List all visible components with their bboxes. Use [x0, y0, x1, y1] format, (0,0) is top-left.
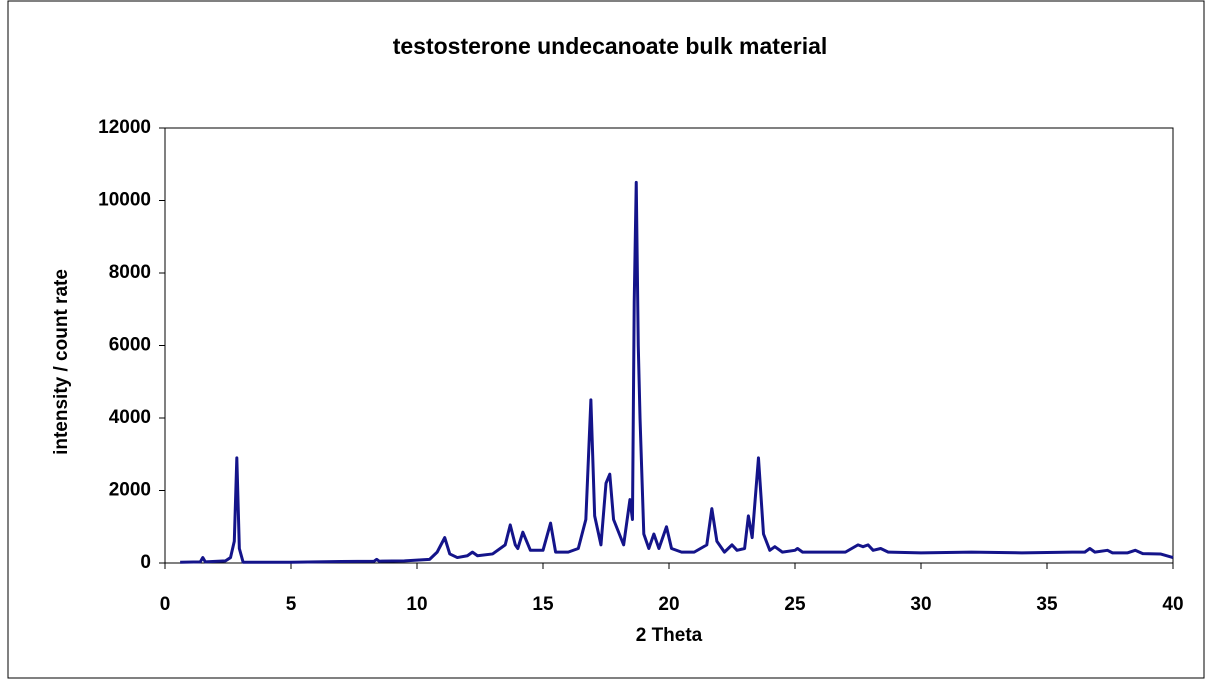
chart-title: testosterone undecanoate bulk material: [393, 33, 828, 59]
x-tick-label: 30: [910, 594, 931, 615]
y-tick-label: 8000: [109, 262, 151, 283]
x-tick-label: 20: [658, 594, 679, 615]
x-tick-label: 25: [784, 594, 806, 615]
y-tick-label: 0: [140, 552, 151, 573]
y-axis-label: intensity / count rate: [51, 269, 72, 455]
x-tick-label: 40: [1162, 594, 1183, 615]
x-tick-label: 5: [286, 594, 297, 615]
y-tick-label: 12000: [98, 117, 151, 138]
data-line: [180, 180, 1174, 564]
x-tick-label: 35: [1036, 594, 1058, 615]
x-tick-label: 10: [406, 594, 427, 615]
x-axis-label: 2 Theta: [636, 625, 703, 646]
y-tick-label: 4000: [109, 407, 151, 428]
x-tick-label: 0: [160, 594, 171, 615]
chart-frame: [7, 0, 1205, 679]
x-tick-label: 15: [532, 594, 554, 615]
y-tick-label: 10000: [98, 190, 151, 211]
y-tick-label: 6000: [109, 335, 151, 356]
y-tick-label: 2000: [109, 480, 151, 501]
